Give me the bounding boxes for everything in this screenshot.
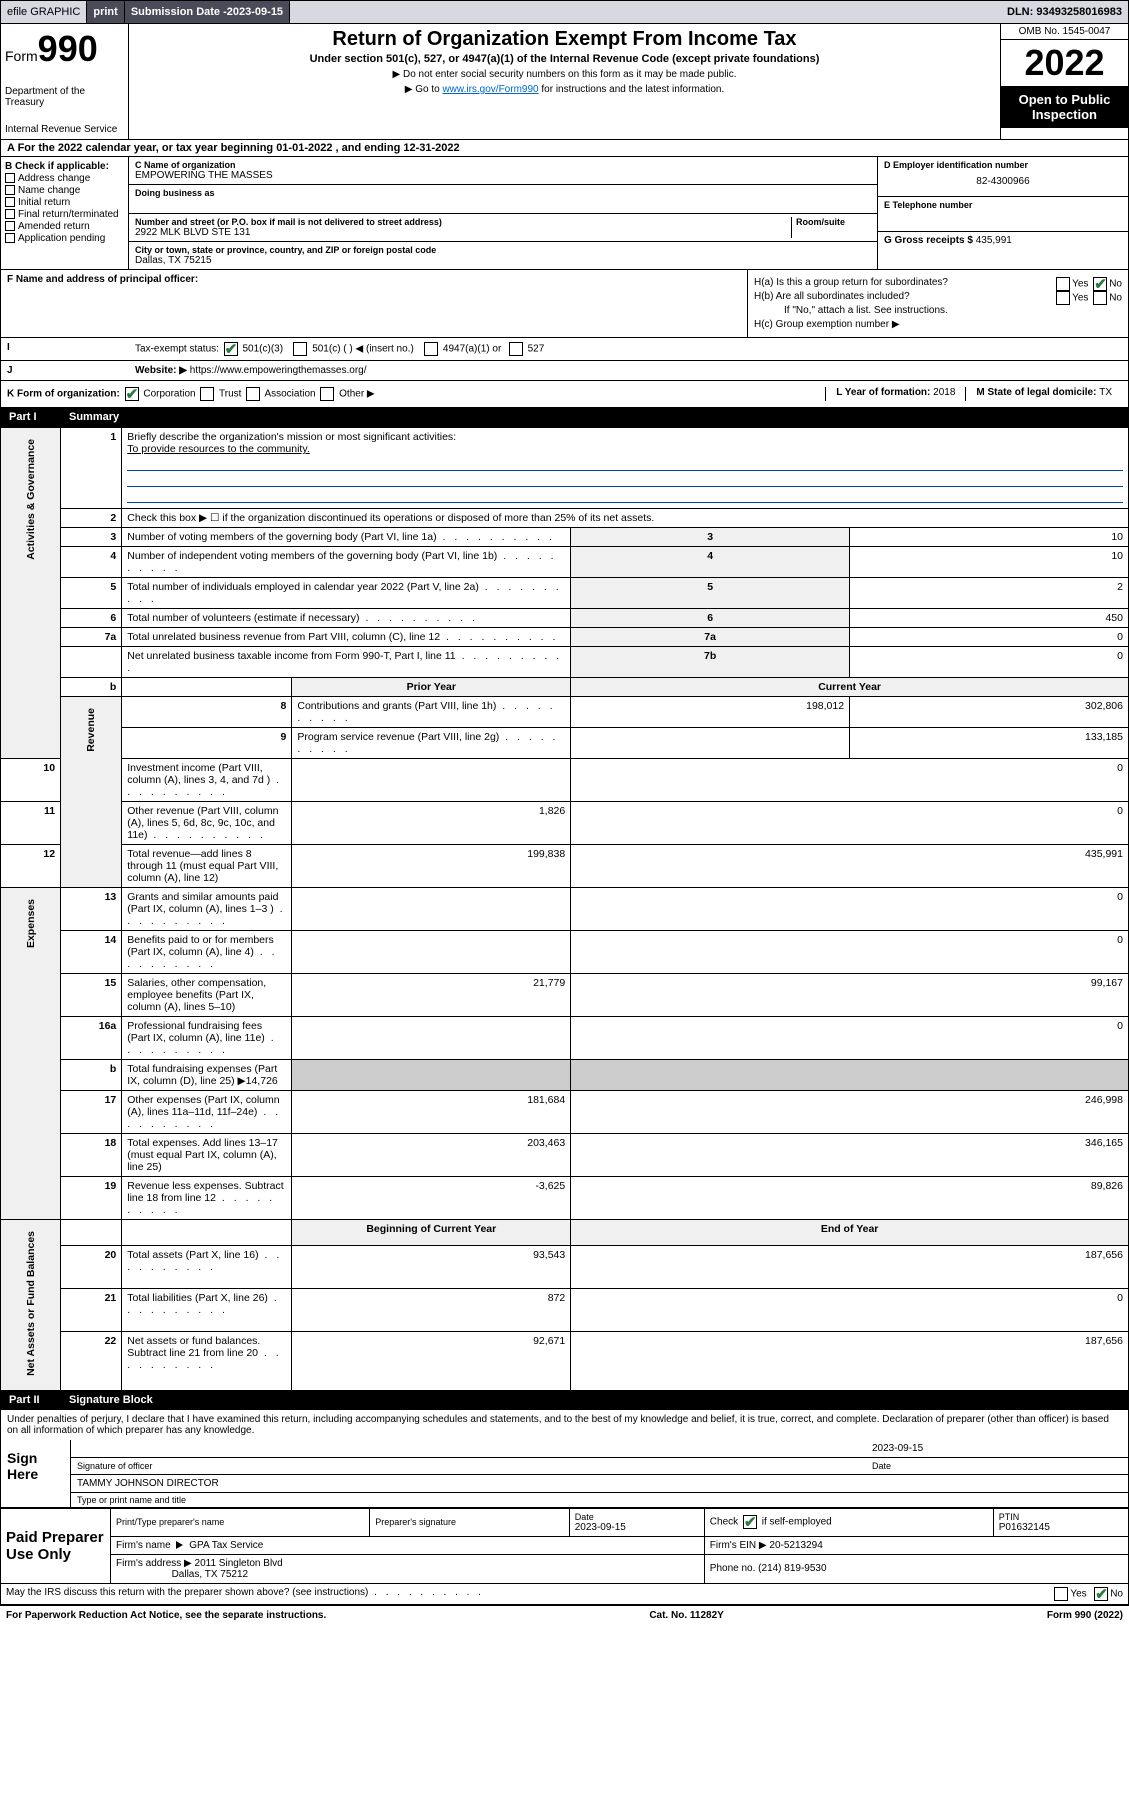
part2-header: Part IISignature Block bbox=[0, 1391, 1129, 1410]
row-k: K Form of organization: Corporation Trus… bbox=[0, 381, 1129, 408]
chk-corp[interactable] bbox=[125, 387, 139, 401]
chk-527[interactable] bbox=[509, 342, 523, 356]
section-bcd: B Check if applicable: Address change Na… bbox=[0, 157, 1129, 270]
website: https://www.empoweringthemasses.org/ bbox=[187, 365, 367, 376]
hb-no[interactable] bbox=[1093, 291, 1107, 305]
hb-yes[interactable] bbox=[1056, 291, 1070, 305]
org-address: 2922 MLK BLVD STE 131 bbox=[135, 227, 791, 238]
org-city: Dallas, TX 75215 bbox=[135, 255, 871, 266]
irs-link[interactable]: www.irs.gov/Form990 bbox=[442, 84, 538, 95]
firm-phone: (214) 819-9530 bbox=[758, 1563, 826, 1574]
chk-initial-return[interactable]: Initial return bbox=[5, 197, 124, 208]
ein: 82-4300966 bbox=[884, 170, 1122, 193]
submission-date: Submission Date - 2023-09-15 bbox=[125, 1, 290, 23]
instr-1: ▶ Do not enter social security numbers o… bbox=[133, 69, 996, 80]
org-name: EMPOWERING THE MASSES bbox=[135, 170, 871, 181]
mission: To provide resources to the community. bbox=[127, 443, 1123, 455]
dept-treasury: Department of the Treasury bbox=[5, 86, 124, 108]
col-d: D Employer identification number82-43009… bbox=[878, 157, 1128, 269]
firm-ein: 20-5213294 bbox=[769, 1540, 822, 1551]
discuss-no[interactable] bbox=[1094, 1587, 1108, 1601]
irs-label: Internal Revenue Service bbox=[5, 124, 124, 135]
sign-here-label: Sign Here bbox=[1, 1440, 71, 1507]
dln: DLN: 93493258016983 bbox=[1001, 1, 1128, 23]
main-title: Return of Organization Exempt From Incom… bbox=[133, 28, 996, 51]
print-button[interactable]: print bbox=[87, 1, 124, 23]
top-bar: efile GRAPHIC print Submission Date - 20… bbox=[0, 0, 1129, 24]
paid-preparer-label: Paid Preparer Use Only bbox=[1, 1508, 111, 1583]
row-j: J Website: ▶ https://www.empoweringthema… bbox=[0, 361, 1129, 381]
form-header: Form990 Department of the Treasury Inter… bbox=[0, 24, 1129, 140]
discuss-yes[interactable] bbox=[1054, 1587, 1068, 1601]
open-public: Open to Public Inspection bbox=[1001, 86, 1128, 128]
chk-address-change[interactable]: Address change bbox=[5, 173, 124, 184]
chk-other[interactable] bbox=[320, 387, 334, 401]
signature-block: Under penalties of perjury, I declare th… bbox=[0, 1410, 1129, 1508]
year-formation: 2018 bbox=[933, 387, 955, 398]
chk-4947[interactable] bbox=[424, 342, 438, 356]
firm-addr: 2011 Singleton Blvd bbox=[195, 1558, 283, 1569]
chk-501c3[interactable] bbox=[224, 342, 238, 356]
state-domicile: TX bbox=[1099, 387, 1112, 398]
ha-no[interactable] bbox=[1093, 277, 1107, 291]
chk-app-pending[interactable]: Application pending bbox=[5, 233, 124, 244]
col-f: F Name and address of principal officer: bbox=[1, 270, 748, 337]
efile-label: efile GRAPHIC bbox=[1, 1, 87, 23]
gross-receipts: 435,991 bbox=[976, 235, 1012, 246]
officer-name: TAMMY JOHNSON DIRECTOR bbox=[77, 1478, 1122, 1489]
firm-name: GPA Tax Service bbox=[189, 1540, 263, 1551]
title-box: Return of Organization Exempt From Incom… bbox=[129, 24, 1000, 139]
col-h: H(a) Is this a group return for subordin… bbox=[748, 270, 1128, 337]
chk-amended[interactable]: Amended return bbox=[5, 221, 124, 232]
tax-year: 2022 bbox=[1001, 40, 1128, 86]
form-number: 990 bbox=[38, 28, 98, 69]
part1-header: Part ISummary bbox=[0, 408, 1129, 427]
preparer-table: Paid Preparer Use Only Print/Type prepar… bbox=[0, 1508, 1129, 1605]
chk-assoc[interactable] bbox=[246, 387, 260, 401]
chk-501c[interactable] bbox=[293, 342, 307, 356]
ptin: P01632145 bbox=[999, 1522, 1123, 1533]
subtitle: Under section 501(c), 527, or 4947(a)(1)… bbox=[133, 53, 996, 65]
col-c: C Name of organizationEMPOWERING THE MAS… bbox=[129, 157, 878, 269]
year-box: OMB No. 1545-0047 2022 Open to Public In… bbox=[1000, 24, 1128, 139]
col-b: B Check if applicable: Address change Na… bbox=[1, 157, 129, 269]
sig-date: 2023-09-15 bbox=[872, 1443, 1122, 1454]
instr-2: ▶ Go to www.irs.gov/Form990 for instruct… bbox=[133, 84, 996, 95]
sig-declaration: Under penalties of perjury, I declare th… bbox=[1, 1410, 1128, 1440]
ha-yes[interactable] bbox=[1056, 277, 1070, 291]
footer: For Paperwork Reduction Act Notice, see … bbox=[0, 1605, 1129, 1625]
chk-final-return[interactable]: Final return/terminated bbox=[5, 209, 124, 220]
period-row: A For the 2022 calendar year, or tax yea… bbox=[0, 140, 1129, 157]
chk-name-change[interactable]: Name change bbox=[5, 185, 124, 196]
chk-self-employed[interactable] bbox=[743, 1515, 757, 1529]
section-fgh: F Name and address of principal officer:… bbox=[0, 270, 1129, 338]
form-id-box: Form990 Department of the Treasury Inter… bbox=[1, 24, 129, 139]
summary-table: Activities & Governance 1 Briefly descri… bbox=[0, 427, 1129, 1391]
omb-number: OMB No. 1545-0047 bbox=[1001, 24, 1128, 40]
chk-trust[interactable] bbox=[200, 387, 214, 401]
row-i: I Tax-exempt status: 501(c)(3) 501(c) ( … bbox=[0, 338, 1129, 361]
